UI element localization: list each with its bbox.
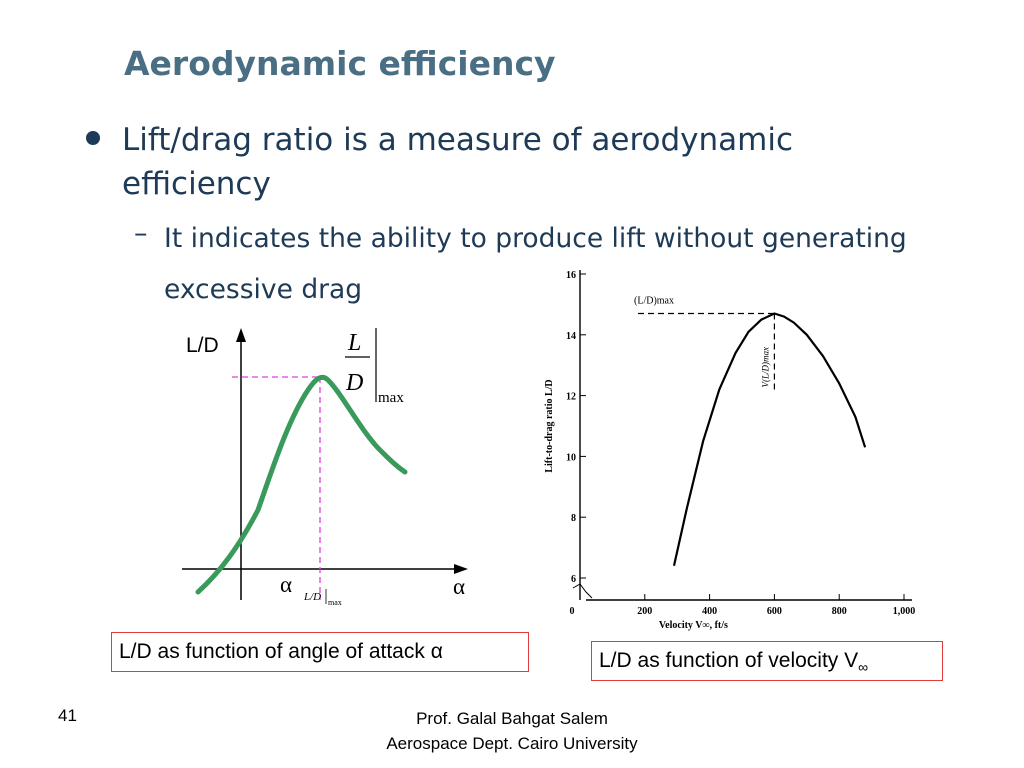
bullet-icon <box>86 131 100 145</box>
footer: Prof. Galal Bahgat Salem Aerospace Dept.… <box>362 706 662 756</box>
y-tick-label: 14 <box>566 331 576 342</box>
slide-number: 41 <box>58 706 77 725</box>
y-tick-label: 12 <box>566 392 576 403</box>
ld-velocity-curve <box>672 312 867 567</box>
caption-angle-of-attack: L/D as function of angle of attack α <box>111 632 529 672</box>
footer-author: Prof. Galal Bahgat Salem <box>416 709 608 728</box>
alpha-tick-label: α <box>280 572 292 597</box>
x-tick-label: 400 <box>702 606 717 617</box>
alpha-tick-subscript-max: max <box>328 598 342 607</box>
y-tick-label: 16 <box>566 270 576 281</box>
fraction-denominator: D <box>345 370 363 396</box>
y-axis-label: L/D <box>186 334 219 357</box>
chart-y-axis-label: Lift-to-drag ratio L/D <box>544 379 555 472</box>
x-tick-label: 200 <box>637 606 652 617</box>
y-tick-label: 8 <box>571 513 576 524</box>
slide-title: Aerodynamic efficiency <box>124 44 556 83</box>
annotation-ld-max: (L/D)max <box>634 296 674 307</box>
max-subscript: max <box>378 390 404 406</box>
fraction-numerator: L <box>347 330 361 356</box>
x-tick-label: 0 <box>570 606 575 617</box>
chart-x-axis-label: Velocity V∞, ft/s <box>659 620 728 631</box>
bullet-text: Lift/drag ratio is a measure of aerodyna… <box>122 122 794 202</box>
y-axis-arrow-icon <box>236 328 246 342</box>
x-axis-label: α <box>453 574 465 599</box>
ld-vs-velocity-chart: 6 8 10 12 14 16 0 200 400 600 800 1,000 (L/D)max V(… <box>544 270 916 631</box>
x-tick-label: 600 <box>767 606 782 617</box>
x-axis-arrow-icon <box>454 564 468 574</box>
ld-vs-alpha-figure: L/D α L D max α L/D max <box>182 328 468 607</box>
footer-affiliation: Aerospace Dept. Cairo University <box>386 734 638 753</box>
y-tick-label: 6 <box>571 574 576 585</box>
sub-bullet-dash: – <box>134 218 148 249</box>
caption-velocity-text: L/D as function of velocity V <box>599 649 859 672</box>
axis-break <box>572 583 593 599</box>
y-tick-label: 10 <box>566 452 576 463</box>
alpha-tick-subscript: L/D <box>303 591 321 603</box>
x-tick-label: 800 <box>832 606 847 617</box>
sub-bullet-text: It indicates the ability to produce lift… <box>164 223 907 305</box>
caption-velocity-subscript: ∞ <box>858 659 869 676</box>
annotation-velocity-max: V(L/D)max <box>760 347 770 388</box>
caption-velocity: L/D as function of velocity V∞ <box>591 641 943 681</box>
ld-alpha-curve <box>195 374 408 595</box>
x-tick-label: 1,000 <box>893 606 916 617</box>
